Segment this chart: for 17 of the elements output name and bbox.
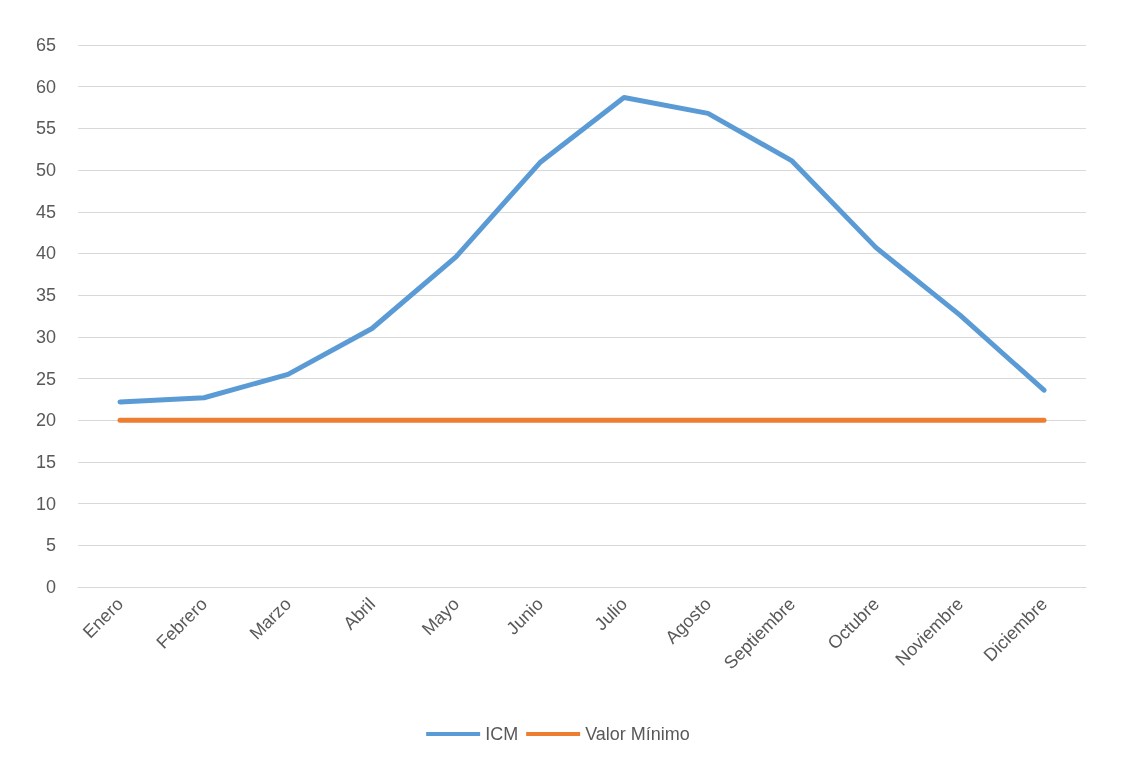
- legend-label: ICM: [485, 724, 519, 744]
- y-tick-label: 15: [35, 451, 56, 472]
- y-tick-label: 30: [35, 326, 56, 347]
- y-tick-label: 5: [45, 535, 56, 556]
- y-tick-label: 55: [35, 118, 56, 139]
- y-tick-label: 25: [35, 368, 56, 389]
- x-tick-label: Julio: [590, 593, 632, 635]
- y-tick-label: 50: [35, 160, 56, 181]
- y-tick-label: 65: [35, 35, 56, 55]
- y-tick-label: 40: [35, 243, 56, 264]
- y-tick-label: 0: [45, 577, 56, 597]
- legend-label: Valor Mínimo: [585, 724, 690, 744]
- y-tick-label: 35: [35, 285, 56, 306]
- y-tick-label: 20: [35, 410, 56, 431]
- y-tick-label: 45: [35, 201, 56, 222]
- y-tick-label: 60: [35, 76, 56, 97]
- y-tick-label: 10: [35, 493, 56, 514]
